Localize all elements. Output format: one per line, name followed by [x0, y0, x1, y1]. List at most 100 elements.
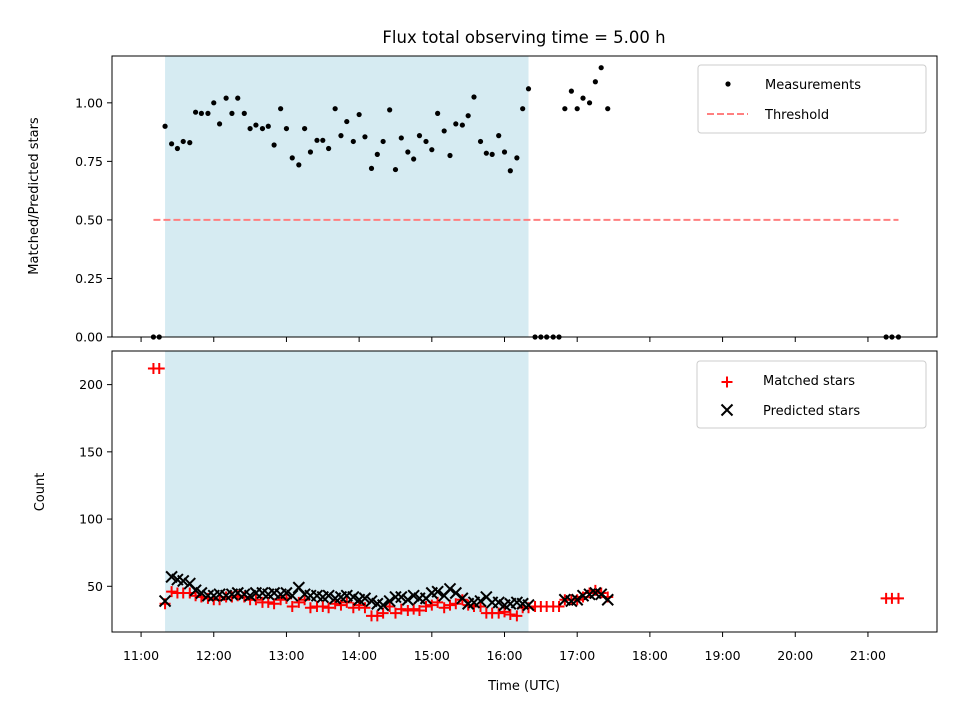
measurement-point — [574, 106, 580, 112]
matched-stars-point — [268, 598, 280, 610]
measurement-point — [387, 107, 393, 113]
measurement-point — [289, 155, 295, 161]
measurement-point — [307, 149, 314, 155]
measurement-point — [229, 110, 235, 116]
matched-stars-point — [444, 599, 456, 611]
predicted-stars-point — [376, 598, 390, 612]
legend-matched-label: Matched stars — [763, 374, 855, 389]
predicted-stars-point — [286, 589, 299, 602]
measurement-point — [368, 165, 375, 171]
measurement-point — [259, 125, 266, 132]
measurement-point — [477, 138, 484, 145]
matched-stars-point — [402, 604, 414, 616]
counts-y-tick-label: 150 — [79, 444, 103, 459]
predicted-stars-point — [322, 589, 335, 602]
predicted-stars-point — [522, 598, 535, 612]
measurement-point — [416, 133, 423, 139]
matched-stars-point — [499, 606, 511, 618]
ratio-shaded-interval — [165, 56, 529, 337]
matched-stars-point — [262, 596, 274, 608]
measurement-point — [205, 110, 211, 116]
predicted-stars-point — [358, 592, 372, 605]
measurement-point — [441, 128, 447, 134]
matched-stars-point — [329, 598, 341, 610]
matched-stars-point — [413, 604, 425, 616]
measurement-point — [296, 162, 302, 168]
ratio-y-tick-label: 0.75 — [75, 154, 103, 169]
x-tick-label: 16:00 — [486, 648, 522, 663]
x-tick-label: 12:00 — [196, 648, 232, 663]
measurement-point — [278, 106, 284, 112]
predicted-stars-point — [158, 594, 172, 608]
predicted-stars-point — [195, 586, 208, 600]
counts-shaded-interval — [165, 351, 529, 632]
predicted-stars-point — [570, 593, 584, 606]
measurement-point — [411, 156, 417, 162]
measurement-point — [423, 138, 429, 145]
legend-measurements-marker — [725, 81, 731, 87]
measurement-point — [247, 125, 253, 132]
measurement-point — [265, 123, 271, 129]
predicted-stars-point — [383, 594, 396, 608]
ratio-legend: Measurements Threshold — [697, 64, 927, 134]
x-tick-label: 14:00 — [341, 648, 377, 663]
measurement-point — [447, 152, 453, 159]
ratio-y-tick-label: 0.50 — [75, 212, 103, 227]
measurement-point — [187, 140, 193, 146]
matched-stars-point — [389, 607, 401, 619]
measurement-point — [162, 123, 168, 129]
matched-stars-point — [341, 596, 353, 608]
counts-legend: Matched stars Predicted stars — [696, 360, 927, 429]
legend-predicted-label: Predicted stars — [763, 404, 860, 419]
measurement-point — [374, 151, 380, 157]
matched-stars-point — [408, 603, 420, 615]
ratio-y-tick-label: 0.00 — [75, 330, 103, 345]
ratio-panel: 0.00 0.25 0.50 0.75 1.00 Matched/Predicted s… — [27, 55, 938, 345]
x-tick-label: 18:00 — [632, 648, 668, 663]
x-tick-label: 13:00 — [268, 648, 304, 663]
measurement-point — [344, 118, 350, 125]
measurement-point — [435, 110, 441, 116]
predicted-stars-point — [401, 593, 415, 606]
matched-stars-point — [438, 602, 450, 614]
measurement-point — [356, 111, 362, 118]
measurement-point — [320, 137, 326, 143]
measurement-point — [465, 113, 471, 119]
matched-stars-point — [293, 596, 305, 608]
predicted-stars-point — [177, 574, 190, 588]
matched-stars-point — [892, 592, 904, 604]
measurement-point — [223, 95, 229, 101]
matched-stars-point — [493, 607, 505, 619]
measurement-point — [211, 100, 217, 106]
matched-stars-point — [432, 596, 444, 608]
measurement-point — [405, 149, 411, 155]
measurement-point — [198, 110, 205, 116]
ratio-y-tick-label: 1.00 — [75, 95, 103, 110]
predicted-stars-point — [601, 593, 614, 606]
matched-stars-point — [166, 586, 178, 598]
measurement-point — [362, 134, 368, 140]
measurement-point — [192, 109, 199, 115]
predicted-stars-point — [389, 590, 402, 604]
measurement-point — [489, 151, 495, 157]
matched-stars-point — [395, 603, 407, 615]
measurement-point — [169, 141, 175, 147]
measurement-point — [332, 106, 338, 112]
measurement-point — [501, 149, 508, 155]
measurement-point — [271, 142, 277, 148]
counts-plot-frame — [111, 350, 938, 633]
ratio-y-axis-label: Matched/Predicted stars — [27, 117, 42, 275]
measurement-point — [525, 86, 532, 92]
counts-y-axis-label: Count — [33, 473, 48, 512]
measurement-point — [562, 106, 568, 112]
predicted-stars-point — [395, 590, 408, 604]
measurement-point — [180, 138, 186, 145]
measurement-point — [459, 122, 465, 128]
measurement-point — [235, 95, 241, 101]
measurement-point — [471, 94, 477, 100]
ratio-x-ticks — [140, 337, 869, 342]
x-tick-label: 19:00 — [705, 648, 741, 663]
matched-stars-point — [377, 607, 389, 619]
matched-stars-point — [153, 362, 165, 374]
